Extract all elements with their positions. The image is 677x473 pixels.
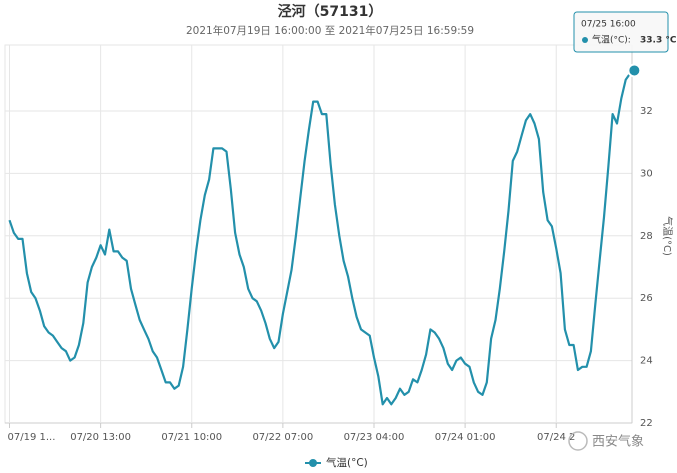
tooltip-value: 33.3 °C [640, 36, 677, 46]
chart-subtitle: 2021年07月19日 16:00:00 至 2021年07月25日 16:59… [186, 24, 474, 37]
tooltip-series: 气温(°C): [592, 34, 631, 46]
watermark-icon [568, 431, 588, 451]
x-tick-label: 07/19 1... [8, 432, 56, 443]
x-tick-label: 07/22 07:00 [252, 432, 313, 443]
y-tick-label: 28 [640, 231, 653, 242]
x-tick-label: 07/20 13:00 [70, 432, 131, 443]
y-tick-label: 24 [640, 356, 653, 367]
tooltip-time: 07/25 16:00 [581, 20, 636, 30]
y-tick-label: 30 [640, 168, 653, 179]
tooltip-box [573, 11, 669, 53]
legend-label: 气温(°C) [326, 456, 368, 469]
legend-marker [309, 459, 317, 467]
tooltip-marker [582, 37, 588, 43]
chart-title: 泾河（57131） [278, 3, 383, 20]
x-tick-label: 07/24 2 [537, 432, 575, 443]
y-tick-label: 26 [640, 293, 653, 304]
y-tick-label: 32 [640, 106, 653, 117]
watermark: 西安气象 [592, 434, 644, 450]
x-tick-label: 07/23 04:00 [344, 432, 405, 443]
y-tick-label: 22 [640, 418, 653, 429]
hover-marker [627, 63, 642, 78]
legend: 气温(°C) [305, 456, 368, 469]
x-tick-label: 07/21 10:00 [161, 432, 222, 443]
tooltip: 07/25 16:00 气温(°C): 33.3 °C [573, 11, 677, 53]
x-tick-label: 07/24 01:00 [435, 432, 496, 443]
y-axis-title: 气温(°C) [661, 216, 674, 256]
series-line [8, 69, 635, 406]
